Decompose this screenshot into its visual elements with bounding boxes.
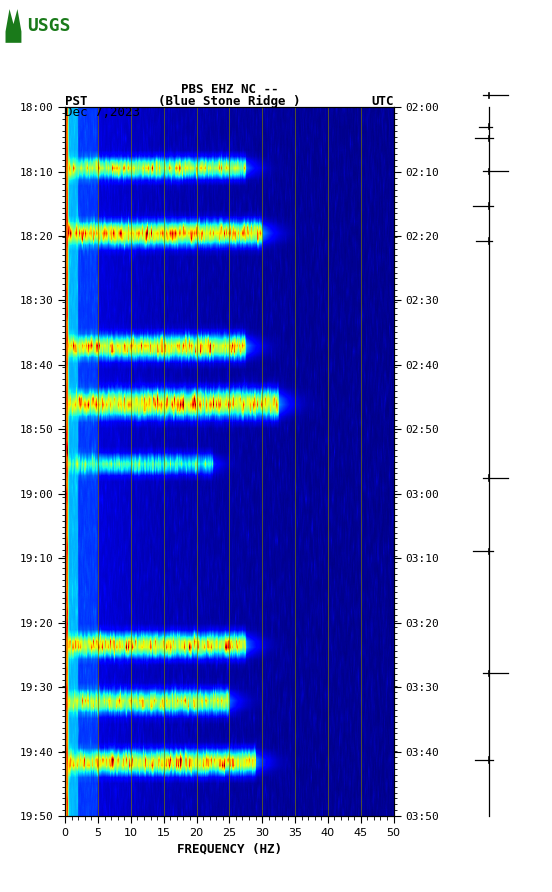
Text: PBS EHZ NC --: PBS EHZ NC -- xyxy=(181,83,278,95)
X-axis label: FREQUENCY (HZ): FREQUENCY (HZ) xyxy=(177,842,282,855)
Text: Dec 7,2023: Dec 7,2023 xyxy=(65,106,140,119)
Polygon shape xyxy=(6,9,22,43)
Text: USGS: USGS xyxy=(28,17,71,35)
Text: (Blue Stone Ridge ): (Blue Stone Ridge ) xyxy=(158,95,301,108)
Text: PST: PST xyxy=(65,95,88,108)
Text: UTC: UTC xyxy=(371,95,394,108)
